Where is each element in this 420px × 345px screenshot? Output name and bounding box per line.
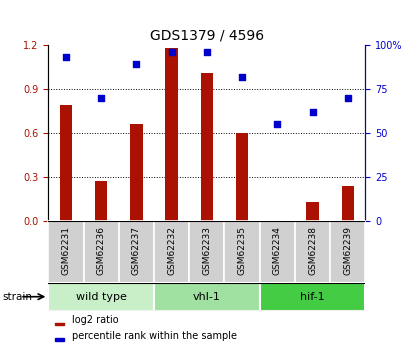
Title: GDS1379 / 4596: GDS1379 / 4596 <box>150 28 264 42</box>
Text: vhl-1: vhl-1 <box>193 292 221 302</box>
Text: strain: strain <box>2 292 32 302</box>
Bar <box>55 338 63 341</box>
Bar <box>119 221 154 283</box>
Point <box>98 95 105 100</box>
Point <box>133 61 140 67</box>
Text: hif-1: hif-1 <box>300 292 325 302</box>
Bar <box>154 221 189 283</box>
Text: GSM62233: GSM62233 <box>202 226 211 275</box>
Point <box>203 49 210 55</box>
Bar <box>130 124 142 221</box>
Bar <box>48 283 154 310</box>
Bar <box>295 221 330 283</box>
Point <box>274 121 281 127</box>
Text: wild type: wild type <box>76 292 126 302</box>
Bar <box>189 221 224 283</box>
Bar <box>306 202 319 221</box>
Bar <box>95 181 108 221</box>
Bar <box>224 221 260 283</box>
Point <box>309 109 316 115</box>
Text: GSM62238: GSM62238 <box>308 226 317 275</box>
Bar <box>165 48 178 221</box>
Text: GSM62239: GSM62239 <box>343 226 352 275</box>
Point <box>168 49 175 55</box>
Bar <box>341 186 354 221</box>
Bar <box>55 323 63 325</box>
Bar <box>260 221 295 283</box>
Point <box>63 55 69 60</box>
Text: GSM62236: GSM62236 <box>97 226 106 275</box>
Bar <box>84 221 119 283</box>
Text: GSM62235: GSM62235 <box>238 226 247 275</box>
Bar <box>201 73 213 221</box>
Text: percentile rank within the sample: percentile rank within the sample <box>72 331 237 341</box>
Text: GSM62234: GSM62234 <box>273 226 282 275</box>
Bar <box>48 221 84 283</box>
Text: GSM62237: GSM62237 <box>132 226 141 275</box>
Point <box>344 95 351 100</box>
Text: GSM62232: GSM62232 <box>167 226 176 275</box>
Text: GSM62231: GSM62231 <box>61 226 71 275</box>
Bar <box>60 105 72 221</box>
Point <box>239 74 245 79</box>
Text: log2 ratio: log2 ratio <box>72 315 119 325</box>
Bar <box>260 283 365 310</box>
Bar <box>154 283 260 310</box>
Bar <box>330 221 365 283</box>
Bar <box>236 133 248 221</box>
